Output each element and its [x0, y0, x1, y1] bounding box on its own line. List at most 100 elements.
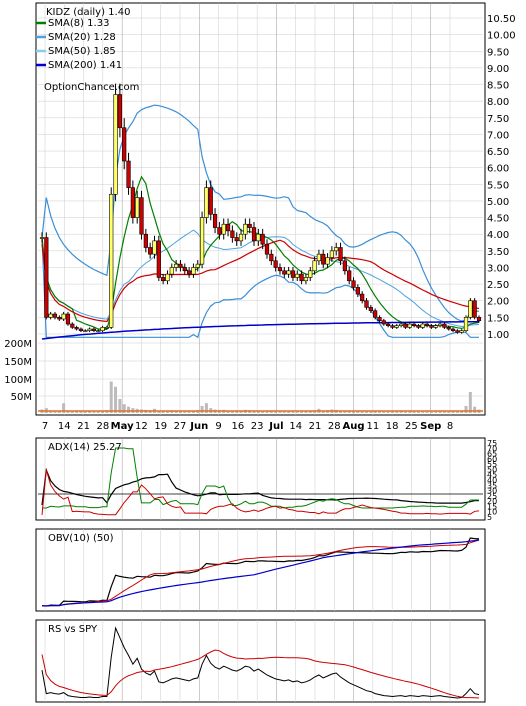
- date-tick-label: 19: [154, 421, 167, 432]
- adx-tick-label: 65: [487, 450, 497, 459]
- candle-down: [277, 267, 283, 272]
- volume-bar: [408, 411, 412, 413]
- adx-tick-label: 45: [487, 471, 497, 480]
- candle-down: [472, 300, 477, 318]
- volume-bar: [274, 411, 278, 413]
- candle-down: [360, 293, 365, 302]
- candle-down: [78, 328, 84, 331]
- volume-bar: [66, 410, 70, 413]
- price-tick-label: 8.50: [487, 81, 509, 92]
- candle-up: [308, 270, 313, 278]
- candle-down: [373, 310, 378, 318]
- adx-tick-label: 15: [487, 502, 497, 511]
- date-tick-label: 14: [289, 421, 302, 432]
- date-tick-label: 7: [42, 421, 48, 432]
- candle-down: [424, 323, 430, 326]
- candle-down: [212, 213, 218, 228]
- volume-bar: [425, 411, 429, 413]
- candle-down: [455, 330, 460, 333]
- adx-tick-label: 75: [487, 439, 497, 448]
- volume-bar: [187, 411, 191, 413]
- volume-bar: [382, 411, 386, 413]
- date-tick-label: 16: [231, 421, 244, 432]
- candle-up: [83, 330, 88, 332]
- price-tick-label: 2.50: [487, 280, 509, 291]
- candle-down: [74, 327, 79, 330]
- volume-bar: [261, 411, 265, 413]
- volume-bar: [127, 406, 131, 413]
- candle-up: [48, 313, 53, 318]
- volume-bar: [291, 411, 295, 413]
- chart-title: KIDZ (daily) 1.40: [46, 7, 130, 18]
- date-tick-label: 8: [447, 421, 453, 432]
- candle-down: [148, 247, 153, 255]
- candle-up: [243, 223, 248, 235]
- volume-bar: [265, 411, 269, 413]
- price-tick-label: 3.50: [487, 247, 509, 258]
- candle-up: [325, 257, 330, 265]
- date-tick-label: 27: [174, 421, 187, 432]
- volume-bar: [161, 410, 165, 413]
- volume-tick-label: 150M: [4, 357, 32, 368]
- volume-tick-label: 50M: [11, 392, 32, 403]
- volume-bar: [226, 410, 230, 413]
- candle-up: [407, 323, 412, 328]
- volume-bar: [282, 411, 286, 413]
- candle-up: [100, 327, 105, 331]
- candle-up: [468, 300, 473, 318]
- volume-bar: [83, 411, 87, 413]
- date-tick-label: Sep: [420, 421, 441, 432]
- adx-tick-label: 25: [487, 492, 497, 501]
- candle-up: [433, 325, 438, 328]
- volume-bar: [62, 403, 66, 413]
- candle-down: [368, 307, 373, 312]
- candle-up: [256, 233, 261, 242]
- volume-tick-label: 200M: [4, 339, 32, 350]
- volume-bar: [347, 410, 351, 413]
- candle-up: [61, 313, 66, 320]
- volume-bar: [269, 411, 273, 413]
- volume-bar: [365, 411, 369, 413]
- adx-tick-label: 5: [487, 513, 492, 522]
- legend-entry: SMA(20) 1.28: [48, 32, 116, 43]
- candle-down: [217, 227, 222, 235]
- candle-down: [234, 237, 239, 242]
- candle-up: [152, 240, 157, 255]
- price-tick-label: 4.00: [487, 230, 509, 241]
- candle-down: [139, 197, 144, 235]
- volume-bar: [386, 411, 390, 413]
- price-tick-label: 5.50: [487, 180, 509, 191]
- candle-up: [96, 330, 101, 332]
- candle-down: [247, 223, 252, 228]
- price-tick-label: 7.00: [487, 130, 509, 141]
- volume-bar: [70, 411, 74, 413]
- volume-bar: [235, 410, 239, 413]
- volume-bar: [239, 410, 243, 413]
- volume-bar: [88, 410, 92, 413]
- candle-up: [104, 327, 110, 329]
- adx-line: [41, 467, 480, 506]
- volume-bar: [369, 411, 373, 413]
- price-tick-label: 1.50: [487, 313, 509, 324]
- adx-tick-label: 60: [487, 455, 497, 464]
- rs-line: [41, 626, 480, 699]
- volume-bar: [464, 406, 468, 413]
- adx-tick-label: 70: [487, 444, 497, 453]
- price-tick-label: 4.50: [487, 214, 509, 225]
- candle-down: [442, 323, 447, 328]
- sma20-line: [41, 229, 480, 327]
- volume-bar: [256, 410, 260, 413]
- candle-down: [126, 160, 131, 188]
- candle-down: [187, 270, 192, 275]
- obv-sma10-line: [41, 539, 480, 607]
- volume-bar: [57, 411, 61, 413]
- candle-up: [169, 267, 174, 275]
- volume-bar: [352, 411, 356, 413]
- volume-bar: [157, 410, 161, 413]
- price-tick-label: 6.50: [487, 147, 509, 158]
- price-tick-label: 3.00: [487, 263, 509, 274]
- candle-down: [446, 327, 451, 330]
- volume-tick-label: 100M: [4, 375, 32, 386]
- bollinger-lower-line: [41, 237, 479, 339]
